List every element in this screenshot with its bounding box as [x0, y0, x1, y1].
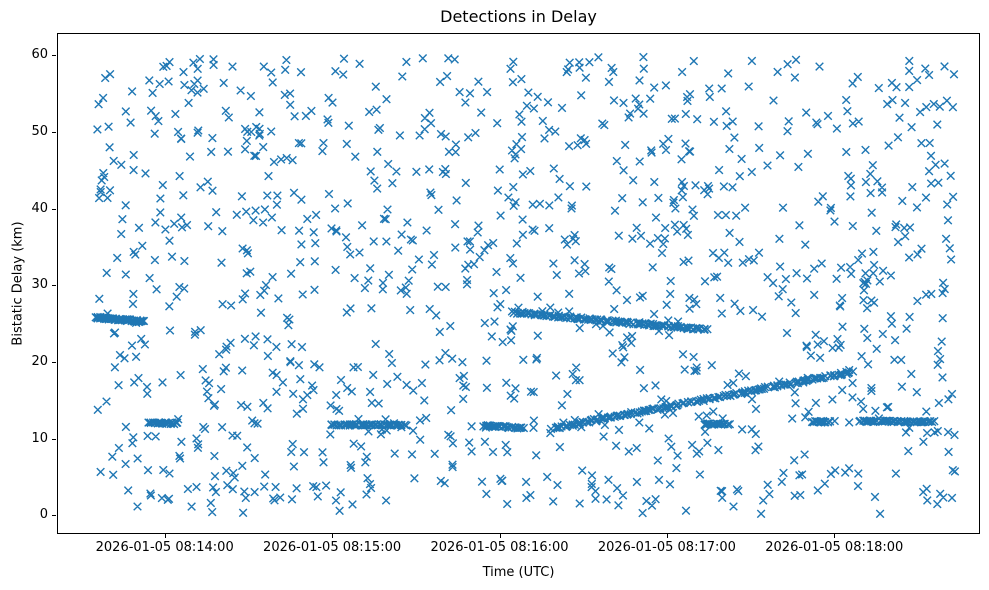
y-tick-label: 60 [31, 47, 48, 63]
y-tick-mark [52, 438, 56, 440]
y-tick-label: 0 [39, 507, 48, 523]
y-tick-label: 40 [31, 200, 48, 216]
x-tick-mark [332, 534, 334, 538]
x-tick-mark [834, 534, 836, 538]
chart-title: Detections in Delay [440, 7, 597, 26]
y-tick-mark [52, 55, 56, 57]
x-tick-label: 2026-01-05 08:15:00 [263, 540, 402, 555]
x-axis-label: Time (UTC) [482, 565, 555, 580]
y-tick-label: 20 [31, 353, 48, 369]
x-tick-mark [164, 534, 166, 538]
x-tick-label: 2026-01-05 08:16:00 [430, 540, 569, 555]
y-axis-label: Bistatic Delay (km) [10, 221, 26, 346]
x-tick-label: 2026-01-05 08:14:00 [95, 540, 234, 555]
x-tick-label: 2026-01-05 08:18:00 [765, 540, 904, 555]
y-tick-mark [52, 515, 56, 517]
scatter-points [91, 52, 960, 519]
plot-area [57, 33, 980, 534]
y-tick-mark [52, 131, 56, 133]
y-tick-mark [52, 285, 56, 287]
x-tick-mark [666, 534, 668, 538]
y-tick-mark [52, 208, 56, 210]
y-tick-mark [52, 361, 56, 363]
y-tick-label: 50 [31, 123, 48, 139]
y-tick-label: 30 [31, 277, 48, 293]
scatter-marker-path [91, 52, 960, 519]
y-tick-label: 10 [31, 430, 48, 446]
x-tick-label: 2026-01-05 08:17:00 [597, 540, 736, 555]
x-tick-mark [499, 534, 501, 538]
